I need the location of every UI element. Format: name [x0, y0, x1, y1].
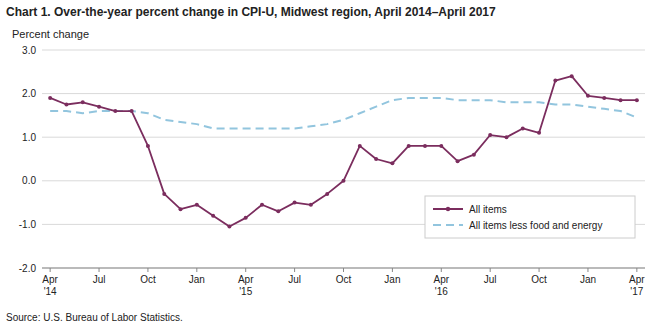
grid-line	[42, 93, 645, 94]
point	[309, 203, 313, 207]
x-tick-label: Jan	[580, 274, 596, 285]
x-tick-label: Jan	[189, 274, 205, 285]
point	[325, 192, 329, 196]
legend-label: All items	[469, 204, 507, 215]
x-tick	[245, 268, 246, 272]
x-tick-label: Apr'16	[434, 274, 450, 297]
y-tick-label: -1.0	[19, 219, 37, 230]
point	[423, 144, 427, 148]
grid-line	[42, 50, 645, 51]
x-tick	[490, 268, 491, 272]
point	[227, 225, 231, 229]
x-tick-label: Jan	[384, 274, 400, 285]
point	[244, 216, 248, 220]
x-tick	[343, 268, 344, 272]
point	[97, 105, 101, 109]
point	[635, 98, 639, 102]
x-tick-label: Oct	[336, 274, 352, 285]
grid	[42, 50, 645, 268]
point	[586, 94, 590, 98]
point	[64, 103, 68, 107]
point	[146, 144, 150, 148]
x-tick-label: Oct	[140, 274, 156, 285]
x-tick-label: Oct	[531, 274, 547, 285]
chart: Chart 1. Over-the-year percent change in…	[0, 0, 659, 326]
y-tick-label: 1.0	[22, 132, 36, 143]
x-tick-label: Apr'15	[238, 274, 254, 297]
point	[130, 109, 134, 113]
point	[48, 96, 52, 100]
point	[439, 144, 443, 148]
x-tick	[392, 268, 393, 272]
point	[358, 144, 362, 148]
x-tick-label: Jul	[484, 274, 497, 285]
legend: All items All items less food and energy	[425, 196, 635, 238]
y-tick-label: -2.0	[19, 263, 37, 274]
x-tick	[50, 268, 51, 272]
legend-label: All items less food and energy	[469, 220, 602, 231]
x-tick	[587, 268, 588, 272]
point	[537, 131, 541, 135]
y-axis-label: Percent change	[12, 28, 89, 40]
legend-box	[425, 196, 635, 238]
point	[553, 79, 557, 83]
point	[260, 203, 264, 207]
point	[211, 214, 215, 218]
point	[504, 135, 508, 139]
x-tick	[99, 268, 100, 272]
y-tick-label: 3.0	[22, 45, 36, 56]
point	[602, 96, 606, 100]
x-tick	[441, 268, 442, 272]
x-tick	[196, 268, 197, 272]
point	[293, 201, 297, 205]
point	[390, 161, 394, 165]
point	[374, 157, 378, 161]
point	[570, 74, 574, 78]
x-tick	[147, 268, 148, 272]
grid-line	[42, 137, 645, 138]
point	[407, 144, 411, 148]
y-tick-label: 2.0	[22, 88, 36, 99]
point	[342, 179, 346, 183]
point	[195, 203, 199, 207]
source: Source: U.S. Bureau of Labor Statistics.	[6, 312, 183, 323]
point	[521, 126, 525, 130]
x-tick	[539, 268, 540, 272]
point	[488, 133, 492, 137]
point	[81, 100, 85, 104]
point	[456, 159, 460, 163]
title: Chart 1. Over-the-year percent change in…	[6, 5, 496, 19]
point	[619, 98, 623, 102]
x-tick	[294, 268, 295, 272]
point	[179, 207, 183, 211]
y-tick-label: 0.0	[22, 175, 36, 186]
point	[276, 209, 280, 213]
legend-swatch	[433, 224, 463, 226]
x-tick-label: Apr'14	[42, 274, 58, 297]
x-tick-label: Jul	[93, 274, 106, 285]
point	[162, 192, 166, 196]
point	[113, 109, 117, 113]
point	[472, 153, 476, 157]
x-tick-label: Jul	[288, 274, 301, 285]
x-tick	[636, 268, 637, 272]
legend-marker	[446, 207, 450, 211]
x-tick-label: Apr'17	[629, 274, 645, 297]
